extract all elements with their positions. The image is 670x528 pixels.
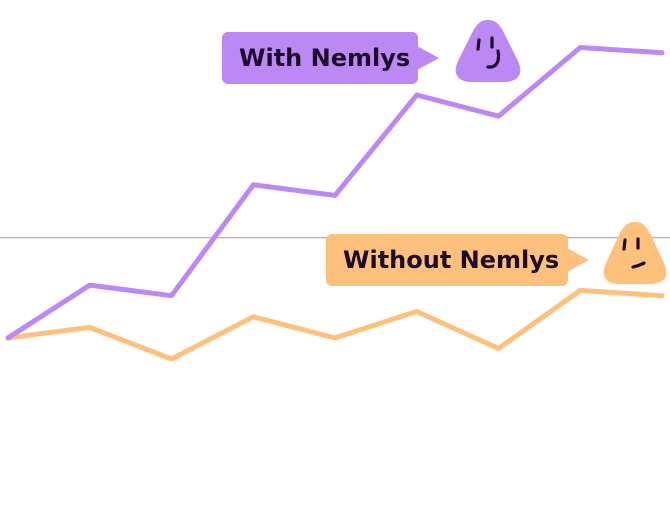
- series-line-without-nemlys: [5, 287, 665, 362]
- with-nemlys-tail: [417, 46, 439, 70]
- without-nemlys-tail: [567, 248, 589, 272]
- happy-face-icon: [455, 20, 521, 82]
- with-nemlys-text: With Nemlys: [239, 44, 411, 72]
- series-line-with-nemlys: [5, 45, 665, 341]
- without-nemlys-text: Without Nemlys: [343, 246, 560, 274]
- neutral-face-icon: [603, 222, 667, 284]
- with-nemlys-label: With Nemlys: [222, 32, 439, 84]
- without-nemlys-label: Without Nemlys: [326, 234, 589, 286]
